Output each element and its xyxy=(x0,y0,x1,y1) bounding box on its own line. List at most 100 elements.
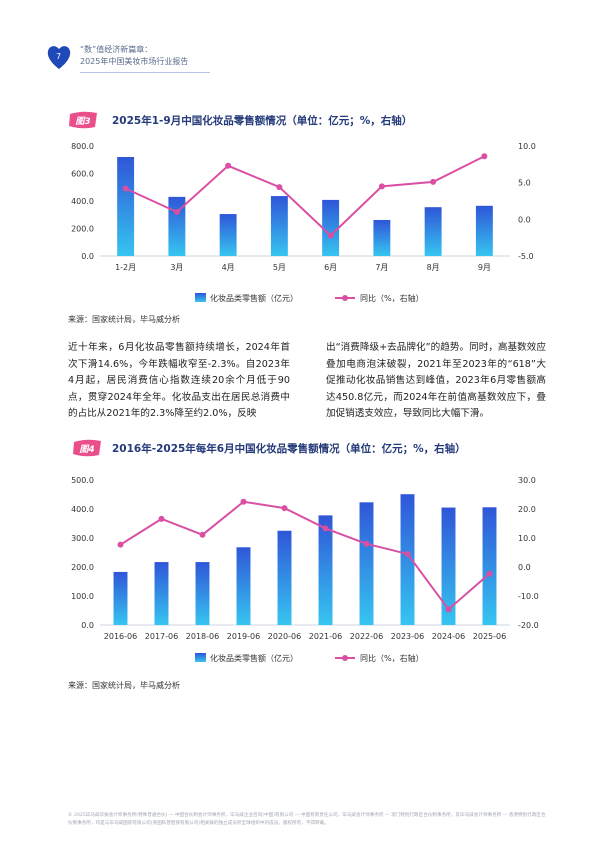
yoy-point-9月 xyxy=(481,153,488,160)
x-axis-tick-label: 2021-06 xyxy=(309,632,342,641)
figure-tag-badge: 图3 xyxy=(68,110,98,130)
yoy-point-2021-06 xyxy=(322,525,329,532)
yoy-growth-line xyxy=(119,500,491,611)
legend-bar-label: 化妆品类零售额（亿元） xyxy=(210,293,298,303)
header-line-1: “数”值经济新篇章： xyxy=(80,45,153,54)
x-axis-tick-label: 2023-06 xyxy=(391,632,424,641)
left-axis-tick-label: 400.0 xyxy=(71,197,94,206)
yoy-point-2020-06 xyxy=(281,505,288,512)
yoy-point-2017-06 xyxy=(158,515,165,522)
yoy-point-4月 xyxy=(225,162,232,169)
left-axis-tick-label: 0.0 xyxy=(81,252,94,261)
retail-sales-chart-2025: 0.0 200.0 400.0 600.0 800.0 -5.0 0.0 5.0 10.0 1-2… xyxy=(71,142,536,303)
legend-bar-label: 化妆品类零售额（亿元） xyxy=(210,653,298,663)
bar-7月 xyxy=(373,219,391,256)
figure-tag-label: 图4 xyxy=(79,444,95,455)
bar-9月 xyxy=(475,205,493,256)
yoy-point-5月 xyxy=(276,184,283,191)
yoy-point-2024-06 xyxy=(445,606,452,613)
bar-2023-06 xyxy=(400,494,415,625)
copyright-footer: © 2025毕马威华振会计师事务所(特殊普通合伙) — 中国合伙制会计师事务所，… xyxy=(68,813,546,826)
header-line-2: 2025年中国美妆市场行业报告 xyxy=(80,57,189,66)
bar-2022-06 xyxy=(359,502,374,625)
x-axis-tick-label: 2022-06 xyxy=(350,632,383,641)
yoy-point-2018-06 xyxy=(199,531,206,538)
bar-5月 xyxy=(270,196,288,256)
x-axis-tick-label: 7月 xyxy=(375,263,388,272)
x-axis-tick-label: 2018-06 xyxy=(186,632,219,641)
x-axis-tick-label: 1-2月 xyxy=(115,263,136,272)
yoy-point-2023-06 xyxy=(404,550,411,557)
left-axis-tick-label: 500.0 xyxy=(71,476,94,485)
right-axis-tick-label: -5.0 xyxy=(518,252,534,261)
right-axis-tick-label: 0.0 xyxy=(518,215,531,224)
x-axis-tick-label: 6月 xyxy=(324,263,337,272)
yoy-point-6月 xyxy=(327,232,334,239)
x-axis-tick-label: 2024-06 xyxy=(432,632,465,641)
x-axis-tick-label: 2025-06 xyxy=(473,632,506,641)
legend-bar-swatch xyxy=(195,653,206,662)
bar-2017-06 xyxy=(154,562,169,625)
yoy-growth-line xyxy=(125,155,485,237)
left-axis-tick-label: 400.0 xyxy=(71,505,94,514)
bar-2024-06 xyxy=(441,507,456,625)
figure-tag-label: 图3 xyxy=(75,116,91,127)
right-axis-tick-label: 30.0 xyxy=(518,476,536,485)
left-axis-tick-label: 600.0 xyxy=(71,170,94,179)
figure-title: 2016年-2025年每年6月中国化妆品零售额情况（单位：亿元；%，右轴） xyxy=(112,443,466,455)
right-axis-tick-label: -20.0 xyxy=(518,621,539,630)
left-axis-tick-label: 300.0 xyxy=(71,534,94,543)
x-axis-tick-label: 2016-06 xyxy=(104,632,137,641)
paragraph-left: 近十年来，6月化妆品零售额持续增长，2024年首次下滑14.6%，今年跌幅收窄至… xyxy=(68,342,290,420)
legend-line-label: 同比（%，右轴） xyxy=(360,293,424,303)
x-axis-tick-label: 5月 xyxy=(273,263,286,272)
june-retail-sales-chart-2016-2025: 0.0 100.0 200.0 300.0 400.0 500.0 -20.0 -10.0 0.… xyxy=(71,476,539,663)
bar-2016-06 xyxy=(113,571,128,625)
bar-2020-06 xyxy=(277,530,292,625)
x-axis-tick-label: 2019-06 xyxy=(227,632,260,641)
right-axis-tick-label: -10.0 xyxy=(518,592,539,601)
paragraph-right: 出“消费降级+去品牌化”的趋势。同时，高基数效应叠加电商泡沫破裂，2021年至2… xyxy=(326,342,546,420)
right-axis-tick-label: 20.0 xyxy=(518,505,536,514)
brush-tag-icon xyxy=(69,111,97,129)
yoy-point-2022-06 xyxy=(363,540,370,547)
figure-tag-badge: 图4 xyxy=(72,438,102,458)
right-axis-tick-label: 10.0 xyxy=(518,142,536,151)
x-axis-tick-label: 4月 xyxy=(222,263,235,272)
bar-2021-06 xyxy=(318,515,333,625)
left-axis-tick-label: 200.0 xyxy=(71,225,94,234)
header-divider xyxy=(80,72,210,73)
bar-3月 xyxy=(168,196,186,256)
left-axis-tick-label: 200.0 xyxy=(71,563,94,572)
yoy-point-2019-06 xyxy=(240,498,247,505)
yoy-point-2025-06 xyxy=(486,570,493,577)
report-header: “数”值经济新篇章： 2025年中国美妆市场行业报告 xyxy=(80,44,188,68)
bar-2019-06 xyxy=(236,547,251,625)
x-axis-tick-label: 2020-06 xyxy=(268,632,301,641)
left-axis-tick-label: 100.0 xyxy=(71,592,94,601)
brush-tag-icon xyxy=(73,439,101,457)
figure-title: 2025年1-9月中国化妆品零售额情况（单位：亿元；%，右轴） xyxy=(112,115,413,127)
x-axis-tick-label: 3月 xyxy=(170,263,183,272)
page-number: 7 xyxy=(56,52,61,61)
yoy-point-8月 xyxy=(430,178,437,185)
left-axis-tick-label: 0.0 xyxy=(81,621,94,630)
right-axis-tick-label: 10.0 xyxy=(518,534,536,543)
yoy-point-2016-06 xyxy=(117,541,124,548)
right-axis-tick-label: 5.0 xyxy=(518,179,531,188)
bar-4月 xyxy=(219,214,237,256)
figure-source: 来源：国家统计局，毕马威分析 xyxy=(68,315,180,324)
yoy-point-1-2月 xyxy=(122,185,129,192)
bar-6月 xyxy=(322,199,340,256)
heart-page-badge-icon: 7 xyxy=(47,46,71,69)
left-axis-tick-label: 800.0 xyxy=(71,142,94,151)
right-axis-tick-label: 0.0 xyxy=(518,563,531,572)
x-axis-tick-label: 9月 xyxy=(478,263,491,272)
legend-line-marker xyxy=(342,295,348,301)
figure-source: 来源：国家统计局，毕马威分析 xyxy=(68,681,180,690)
x-axis-tick-label: 2017-06 xyxy=(145,632,178,641)
x-axis-tick-label: 8月 xyxy=(427,263,440,272)
yoy-point-7月 xyxy=(378,183,385,190)
legend-line-marker xyxy=(342,655,348,661)
